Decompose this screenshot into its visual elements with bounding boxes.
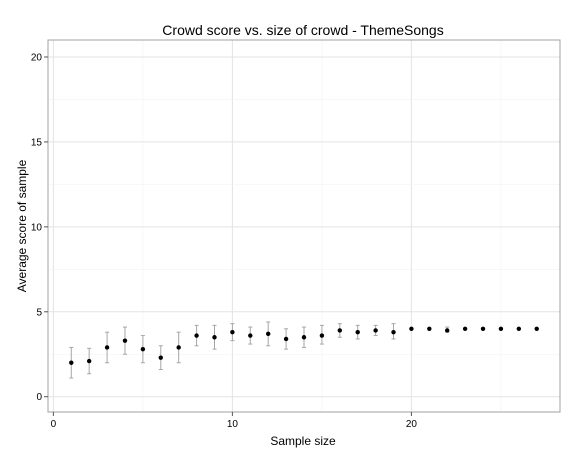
y-tick-label: 20 <box>31 52 43 63</box>
x-tick-label: 0 <box>51 419 57 430</box>
y-tick-label: 10 <box>31 222 43 233</box>
data-point <box>86 358 92 364</box>
data-point <box>409 326 414 331</box>
data-point <box>480 326 486 331</box>
y-tick-label: 5 <box>36 307 42 318</box>
data-point <box>158 355 163 360</box>
data-point <box>283 336 289 342</box>
data-point <box>194 333 199 338</box>
data-point <box>462 326 468 331</box>
data-point <box>69 360 74 365</box>
data-point <box>176 345 181 350</box>
data-point <box>516 326 522 331</box>
y-tick-label: 15 <box>31 137 43 148</box>
y-tick-label: 0 <box>36 392 42 403</box>
x-axis-ticks: 0 10 20 <box>51 412 418 430</box>
x-tick-label: 20 <box>406 419 418 430</box>
data-point <box>337 328 343 333</box>
data-point <box>355 329 360 335</box>
data-point <box>445 328 450 333</box>
data-point <box>248 333 253 338</box>
data-point <box>212 335 217 340</box>
chart-title: Crowd score vs. size of crowd - ThemeSon… <box>162 22 443 38</box>
plot-area <box>47 39 561 413</box>
x-axis-label: Sample size <box>270 434 336 448</box>
x-tick-label: 10 <box>227 419 239 430</box>
data-point <box>104 345 110 350</box>
data-point <box>265 331 271 337</box>
data-point <box>373 328 378 333</box>
data-point <box>140 346 146 352</box>
data-points <box>69 326 539 365</box>
plot-frame <box>47 39 561 413</box>
data-point <box>301 335 307 340</box>
y-axis-ticks: 0 5 10 15 20 <box>31 52 48 403</box>
y-axis-label: Average score of sample <box>15 159 29 292</box>
data-point <box>319 333 325 338</box>
plot-background <box>48 40 560 412</box>
data-point <box>534 326 539 331</box>
data-point <box>427 326 432 331</box>
data-point <box>230 329 235 335</box>
data-point <box>122 338 128 343</box>
data-point <box>391 329 396 335</box>
data-point <box>498 326 504 331</box>
gridlines <box>48 40 560 412</box>
